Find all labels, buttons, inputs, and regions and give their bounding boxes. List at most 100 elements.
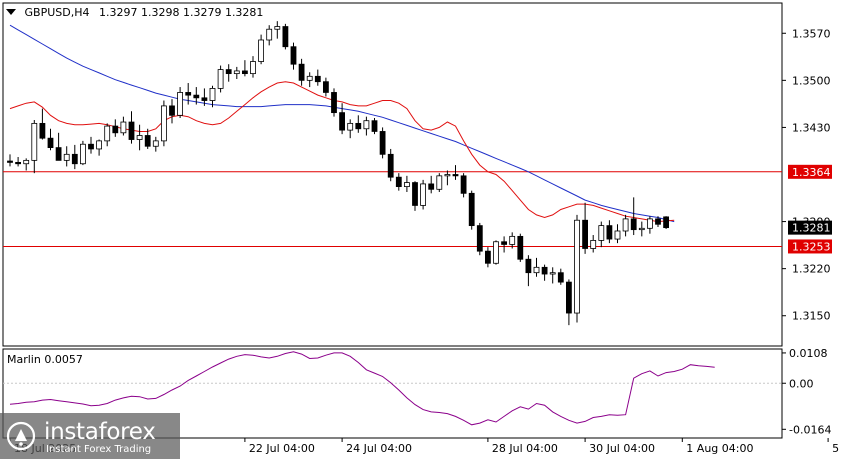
instaforex-logo-icon [6,421,36,451]
indicator-axis-label: 0.00 [789,377,814,390]
candle-bear [630,218,637,231]
candle-bear [169,105,175,116]
candle-bear [468,192,475,227]
candle-bull [493,241,499,264]
time-axis-label: 28 Jul 04:00 [492,442,558,455]
candle-bear [322,81,329,93]
candle-bear [298,63,305,81]
candle-bull [160,105,167,142]
price-axis-label: 1.3150 [792,310,831,323]
candle-bull [274,26,281,30]
candle-bull [436,175,443,190]
candle-bear [566,281,572,314]
candle-bull [420,183,427,206]
candle-bear [476,225,483,252]
price-axis-label: 1.3430 [792,121,831,134]
candle-bull [403,182,410,188]
indicator-label: Marlin 0.0057 [7,353,83,366]
candle-bull [549,272,556,275]
candle-bear [517,235,524,260]
candle-bear [39,122,46,139]
candle-bull [63,153,70,161]
candle-bull [363,120,370,130]
candle-bear [241,70,248,75]
candle-bear [557,272,564,283]
candle-bear [395,176,402,188]
candle-bear [290,46,297,65]
time-axis-label: 1 Aug 04:00 [686,442,753,455]
candle-bull [152,140,159,147]
candle-bear [452,174,459,177]
candle-bear [663,216,669,229]
candle-bull [31,122,38,161]
candle-bear [355,122,362,130]
watermark-name: instaforex [44,419,156,445]
candle-bear [112,125,119,134]
candle-bull [533,266,540,274]
candle-bear [484,250,491,264]
candle-bull [598,225,605,241]
candle-bull [647,218,653,229]
candle-bear [606,225,613,240]
candle-bull [209,88,216,101]
candle-bear [201,97,208,101]
watermark: instaforex Instant Forex Trading [0,413,180,459]
time-axis-label: 22 Jul 04:00 [249,442,315,455]
candle-bear [331,92,337,114]
candle-bear [412,182,418,206]
candle-bull [177,92,184,116]
candle-bear [371,120,378,132]
candle-bear [501,241,508,245]
candle-bull [444,174,451,177]
candle-bear [460,175,467,194]
candle-bear [128,121,135,140]
candle-bear [541,266,548,275]
level-price-tag [788,239,832,254]
candle-bear [314,75,321,83]
ohlc-values: 1.3297 1.3298 1.3279 1.3281 [98,6,264,19]
candle-bear [582,219,588,249]
candle-bear [655,218,661,225]
marlin-line [9,351,715,426]
candle-bear [7,160,13,163]
candle-bear [387,153,394,178]
candle-bear [144,135,151,147]
candle-bear [225,69,232,75]
candle-bull [136,135,143,140]
indicator-axis-label: 0.0108 [789,347,828,360]
candle-bull [622,218,629,232]
current-price-label: 1.3281 [792,222,831,235]
time-axis-label: 5 Aug 04:00 [832,442,842,455]
symbol-label: GBPUSD,H4 [24,6,90,19]
candle-bull [509,235,516,245]
candle-bear [339,112,346,131]
candle-bear [47,137,54,148]
candle-bull [347,122,354,131]
level-price-label: 1.3253 [792,240,831,253]
candle-bull [614,230,621,240]
candle-bull [80,143,86,165]
level-price-tag [788,164,832,179]
symbol-header: GBPUSD,H4 1.3297 1.3298 1.3279 1.3281 [6,6,263,19]
candle-bear [428,183,435,190]
candle-bear [525,258,532,274]
watermark-subtitle: Instant Forex Trading [46,444,152,455]
price-axis-label: 1.3220 [792,263,831,276]
price-axis-label: 1.3570 [792,27,831,40]
candle-bull [104,125,111,142]
candle-bear [193,94,200,99]
candle-bull [233,70,240,75]
time-axis-label: 24 Jul 04:00 [346,442,412,455]
current-price-tag [788,220,832,235]
candle-bear [71,153,78,165]
collapse-triangle-icon[interactable] [6,9,16,15]
time-axis-label: 30 Jul 04:00 [589,442,655,455]
candle-bull [250,61,256,75]
candle-bear [379,131,386,155]
candle-bear [185,92,192,96]
candle-bull [120,121,127,134]
candle-bull [590,240,597,249]
candle-bull [306,75,313,81]
candle-bull [574,219,580,314]
